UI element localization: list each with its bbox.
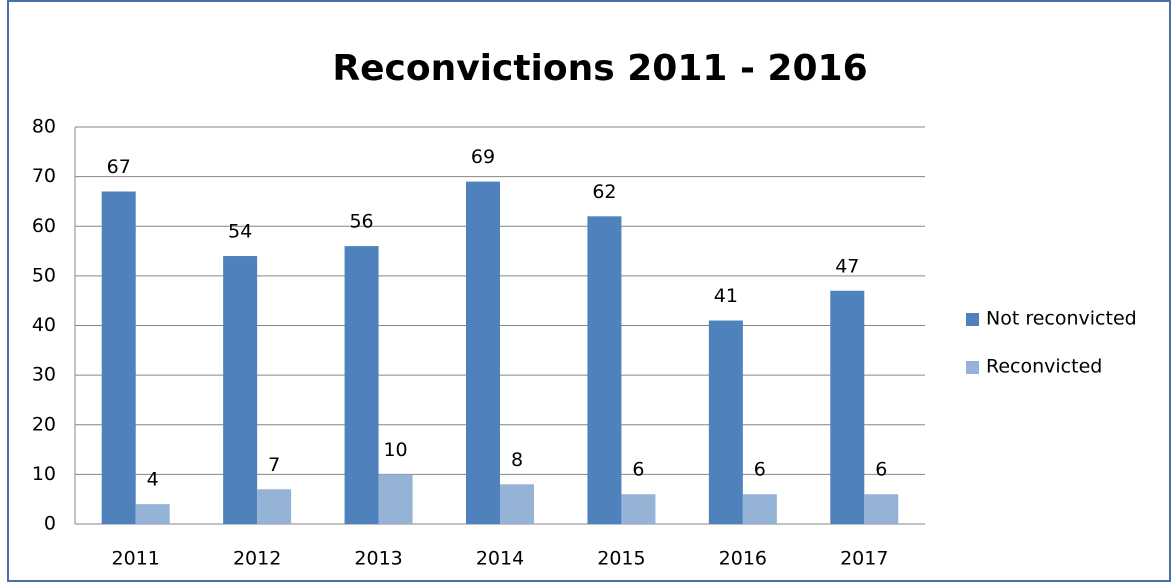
y-tick-label: 70 (32, 165, 56, 187)
bar (742, 494, 777, 524)
bar (708, 320, 743, 524)
data-label: 4 (147, 469, 159, 491)
data-label: 56 (349, 211, 373, 233)
legend-swatch (966, 361, 979, 374)
data-label: 62 (592, 181, 616, 203)
data-label: 6 (754, 459, 766, 481)
x-tick-label: 2013 (354, 548, 402, 570)
y-tick-label: 10 (32, 463, 56, 485)
bar (344, 246, 379, 524)
data-label: 54 (228, 221, 252, 243)
bar (500, 484, 534, 524)
x-tick-label: 2016 (719, 548, 767, 570)
data-label: 41 (714, 285, 738, 307)
bar (223, 256, 258, 524)
bar (621, 494, 656, 524)
y-tick-label: 40 (32, 314, 56, 336)
y-tick-label: 50 (32, 264, 56, 286)
data-label: 47 (835, 255, 859, 277)
bar (830, 290, 865, 524)
y-tick-label: 30 (32, 364, 56, 386)
bar (466, 181, 500, 524)
y-tick-label: 0 (44, 513, 56, 535)
chart-title: Reconvictions 2011 - 2016 (332, 48, 867, 89)
y-tick-label: 20 (32, 413, 56, 435)
data-label: 10 (383, 439, 407, 461)
x-tick-label: 2012 (233, 548, 281, 570)
x-tick-label: 2015 (597, 548, 645, 570)
data-label: 8 (511, 449, 523, 471)
y-tick-label: 60 (32, 215, 56, 237)
data-label: 69 (471, 146, 495, 168)
legend-label: Reconvicted (986, 356, 1102, 378)
data-label: 67 (107, 156, 131, 178)
legend-label: Not reconvicted (986, 308, 1137, 330)
bar (257, 489, 292, 524)
bar (587, 216, 622, 524)
bar (135, 504, 170, 524)
bar (378, 474, 413, 524)
data-label: 7 (268, 454, 280, 476)
legend-swatch (966, 313, 979, 326)
data-label: 6 (875, 459, 887, 481)
bar (101, 191, 136, 524)
y-tick-label: 80 (32, 116, 56, 138)
x-tick-label: 2011 (112, 548, 160, 570)
bar (864, 494, 899, 524)
x-tick-label: 2017 (840, 548, 888, 570)
x-tick-label: 2014 (476, 548, 524, 570)
data-label: 6 (632, 459, 644, 481)
